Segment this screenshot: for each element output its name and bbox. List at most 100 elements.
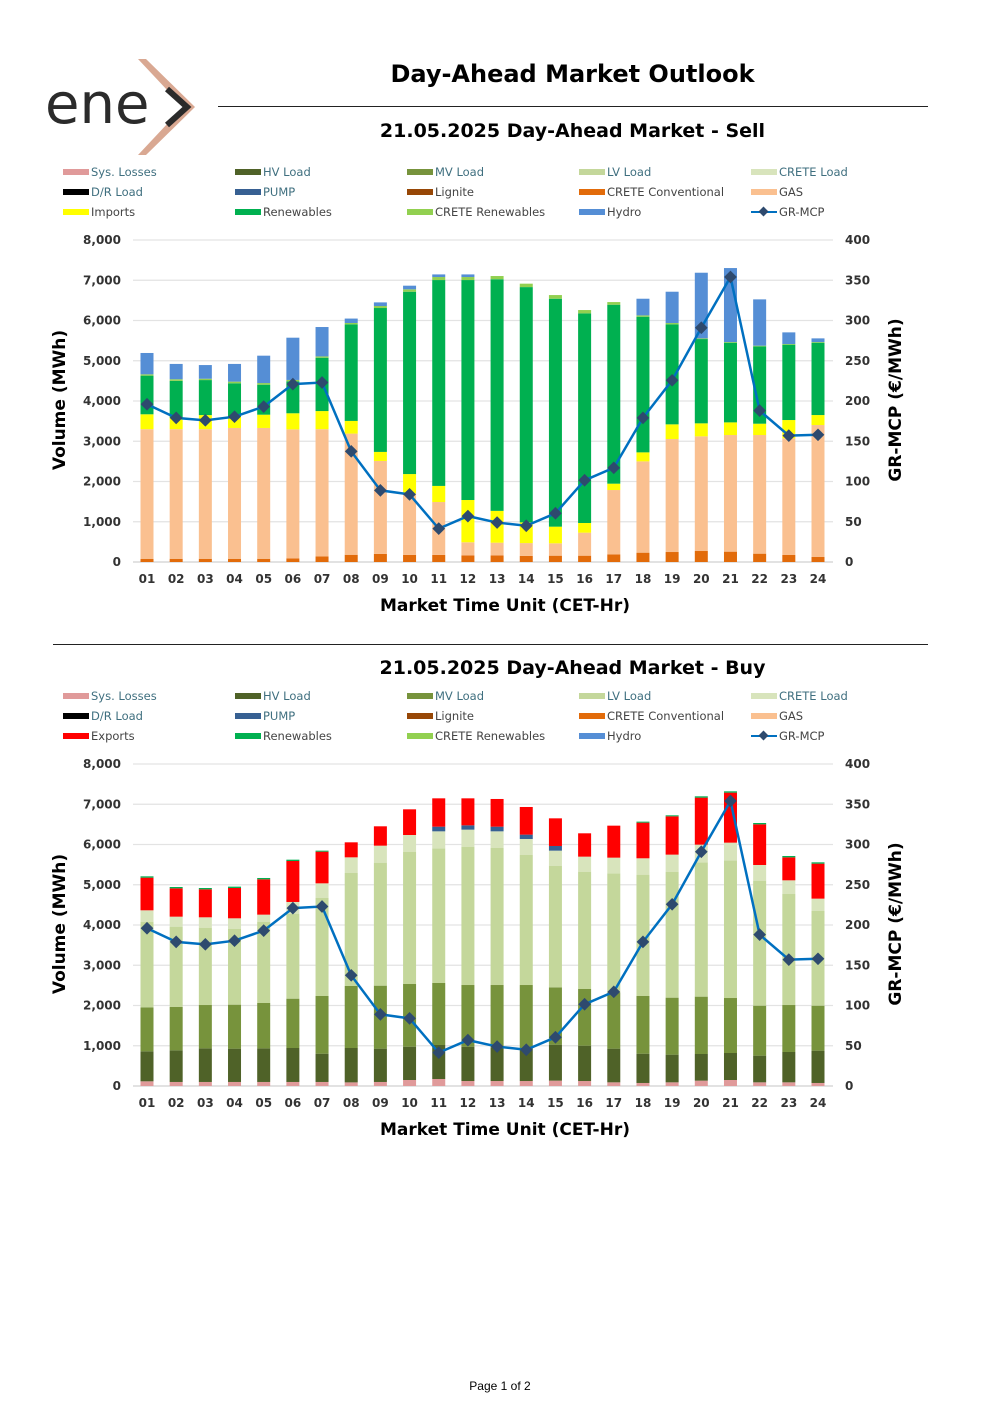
buy-legend: Sys. Losses HV Load MV Load LV Load CRETE Lo… [63, 688, 923, 744]
legend-item-crete-load: CRETE Load [751, 688, 923, 704]
legend-label: CRETE Load [779, 689, 848, 703]
bar-gas-01 [140, 429, 154, 559]
bar-gas-05 [257, 427, 271, 559]
bar-renewables-23 [782, 856, 796, 858]
bar-crete-renewables-01 [140, 374, 154, 376]
y-tick-label: 0 [113, 555, 121, 569]
bar-mv-load-14 [519, 985, 533, 1049]
bar-gas-12 [461, 542, 475, 556]
bar-imports-19 [665, 424, 679, 440]
bar-hydro-19 [665, 291, 679, 324]
bar-crete-conventional-11 [432, 554, 446, 562]
bar-lv-load-08 [344, 872, 358, 986]
sell-legend: Sys. Losses HV Load MV Load LV Load CRETE Lo… [63, 164, 923, 220]
bar-sys-losses-21 [723, 1080, 737, 1086]
bar-crete-renewables-14 [519, 283, 533, 288]
x-tick-label: 02 [168, 1096, 185, 1110]
buy-chart: 0 1,000 2,000 3,000 4,000 5,000 6,000 7,000 8,00… [83, 757, 870, 1110]
gr-mcp-marker-04 [228, 410, 241, 424]
bar-pump-15 [548, 845, 562, 851]
bar-sys-losses-18 [636, 1082, 650, 1086]
x-tick-label: 20 [693, 1096, 710, 1110]
bar-renewables-09 [373, 308, 387, 452]
logo-text: ene [45, 72, 149, 137]
legend-label: CRETE Conventional [607, 709, 725, 723]
bar-hv-load-15 [548, 1044, 562, 1081]
bar-hv-load-22 [753, 1055, 767, 1083]
bar-exports-19 [665, 816, 679, 855]
y2-tick-label: 350 [845, 273, 870, 287]
bar-crete-renewables-23 [782, 344, 796, 345]
bar-hv-load-10 [403, 1046, 417, 1081]
bar-sys-losses-20 [694, 1080, 708, 1086]
bar-sys-losses-15 [548, 1080, 562, 1086]
bar-hv-load-24 [811, 1050, 825, 1083]
gr-mcp-marker-06 [286, 377, 300, 391]
bar-lv-load-13 [490, 848, 504, 986]
legend-swatch [579, 209, 605, 215]
bar-mv-load-04 [228, 1004, 242, 1049]
legend-line-marker-icon [751, 207, 777, 217]
bar-crete-load-04 [228, 918, 242, 929]
legend-swatch [407, 733, 433, 739]
legend-label: MV Load [435, 689, 485, 703]
bar-crete-renewables-15 [548, 295, 562, 299]
bar-exports-10 [403, 809, 417, 836]
bar-crete-renewables-20 [694, 338, 708, 340]
legend-item-hv-load: HV Load [235, 164, 407, 180]
bar-crete-load-08 [344, 857, 358, 873]
bar-crete-load-01 [140, 910, 154, 922]
y-tick-label: 3,000 [83, 958, 121, 972]
legend-swatch [751, 693, 777, 699]
bar-imports-20 [694, 423, 708, 437]
bar-lv-load-09 [373, 862, 387, 986]
bar-renewables-02 [169, 887, 183, 889]
bar-lv-load-12 [461, 846, 475, 986]
x-tick-label: 22 [751, 572, 768, 586]
x-tick-label: 03 [197, 1096, 214, 1110]
legend-item-crete-renewables: CRETE Renewables [407, 204, 579, 220]
x-tick-label: 15 [547, 1096, 564, 1110]
legend-item-pump: PUMP [235, 184, 407, 200]
bar-lv-load-22 [753, 880, 767, 1006]
bar-crete-conventional-03 [198, 558, 212, 562]
x-tick-label: 11 [430, 572, 447, 586]
x-tick-label: 08 [343, 572, 360, 586]
y2-tick-label: 150 [845, 958, 870, 972]
bar-renewables-17 [607, 304, 621, 484]
bar-crete-renewables-04 [228, 381, 242, 384]
bar-crete-load-17 [607, 857, 621, 874]
x-tick-label: 17 [605, 1096, 622, 1110]
bar-crete-load-12 [461, 829, 475, 847]
bar-hv-load-04 [228, 1048, 242, 1082]
y2-tick-label: 0 [845, 1079, 853, 1093]
legend-label: CRETE Renewables [435, 729, 546, 743]
bar-gas-06 [286, 429, 300, 559]
bar-mv-load-15 [548, 987, 562, 1045]
legend-item-hydro: Hydro [579, 204, 751, 220]
bar-mv-load-05 [257, 1003, 271, 1049]
bar-crete-conventional-01 [140, 558, 154, 562]
bar-lv-load-18 [636, 874, 650, 997]
bar-exports-16 [578, 833, 592, 857]
bar-exports-03 [198, 889, 212, 918]
bar-hv-load-18 [636, 1053, 650, 1083]
legend-swatch [407, 693, 433, 699]
y2-tick-label: 400 [845, 233, 870, 247]
bar-crete-load-11 [432, 831, 446, 849]
x-tick-label: 21 [722, 1096, 739, 1110]
y-tick-label: 8,000 [83, 233, 121, 247]
x-tick-label: 23 [780, 572, 797, 586]
sell-y2-axis-title: GR-MCP (€/MWh) [886, 318, 906, 482]
bar-gas-17 [607, 490, 621, 555]
bar-imports-07 [315, 411, 329, 430]
y2-tick-label: 350 [845, 797, 870, 811]
sell-chart: 0 1,000 2,000 3,000 4,000 5,000 6,000 7,000 8,00… [83, 233, 870, 586]
bar-sys-losses-19 [665, 1082, 679, 1086]
y-tick-label: 0 [113, 1079, 121, 1093]
sell-chart-title: 21.05.2025 Day-Ahead Market - Sell [379, 120, 766, 142]
bar-crete-conventional-10 [403, 554, 417, 562]
x-tick-label: 19 [664, 572, 681, 586]
bar-sys-losses-03 [198, 1081, 212, 1086]
bar-imports-15 [548, 526, 562, 544]
